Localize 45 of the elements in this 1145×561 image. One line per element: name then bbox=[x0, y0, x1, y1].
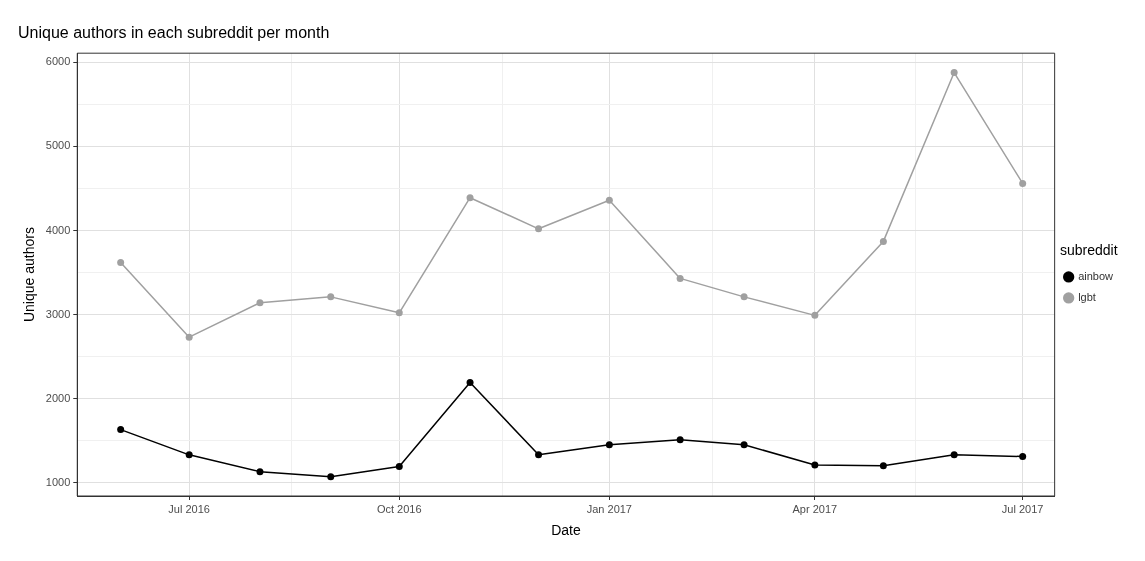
y-tick-label: 3000 bbox=[45, 307, 71, 320]
chart-title: Unique authors in each subreddit per month bbox=[18, 24, 330, 42]
point bbox=[466, 379, 474, 387]
legend-label: ainbow bbox=[1078, 269, 1114, 282]
y-tick-label: 2000 bbox=[45, 391, 71, 404]
point bbox=[535, 451, 543, 459]
point bbox=[740, 441, 748, 449]
y-tick-label: 5000 bbox=[45, 139, 71, 152]
point bbox=[466, 194, 474, 202]
legend-label: lgbt bbox=[1078, 290, 1096, 303]
point bbox=[950, 69, 958, 77]
point bbox=[605, 196, 613, 204]
y-axis-title: Unique authors bbox=[21, 227, 38, 323]
x-tick-label: Jul 2017 bbox=[1001, 502, 1044, 515]
point bbox=[256, 299, 264, 307]
legend-title: subreddit bbox=[1060, 242, 1118, 259]
point bbox=[395, 463, 403, 471]
y-tick-label: 6000 bbox=[45, 55, 71, 68]
point bbox=[879, 462, 887, 470]
point bbox=[740, 293, 748, 301]
point bbox=[327, 473, 335, 481]
point bbox=[811, 311, 819, 319]
point bbox=[811, 461, 819, 469]
point bbox=[117, 426, 125, 434]
point bbox=[327, 293, 335, 301]
x-axis-title: Date bbox=[551, 522, 581, 539]
point bbox=[185, 451, 193, 459]
x-tick-label: Jan 2017 bbox=[586, 502, 632, 515]
point bbox=[117, 258, 125, 266]
point bbox=[879, 237, 887, 245]
point bbox=[605, 441, 613, 449]
point bbox=[950, 451, 958, 459]
point bbox=[676, 436, 684, 444]
x-tick-label: Oct 2016 bbox=[376, 502, 422, 515]
point bbox=[256, 468, 264, 476]
point bbox=[1019, 179, 1027, 187]
x-tick-label: Jul 2016 bbox=[168, 502, 210, 515]
x-tick-label: Apr 2017 bbox=[792, 502, 838, 515]
point bbox=[535, 225, 543, 233]
point bbox=[1019, 453, 1027, 461]
point bbox=[185, 333, 193, 341]
y-tick-label: 1000 bbox=[45, 475, 71, 488]
point bbox=[676, 274, 684, 282]
y-tick-label: 4000 bbox=[45, 223, 71, 236]
point bbox=[395, 309, 403, 317]
